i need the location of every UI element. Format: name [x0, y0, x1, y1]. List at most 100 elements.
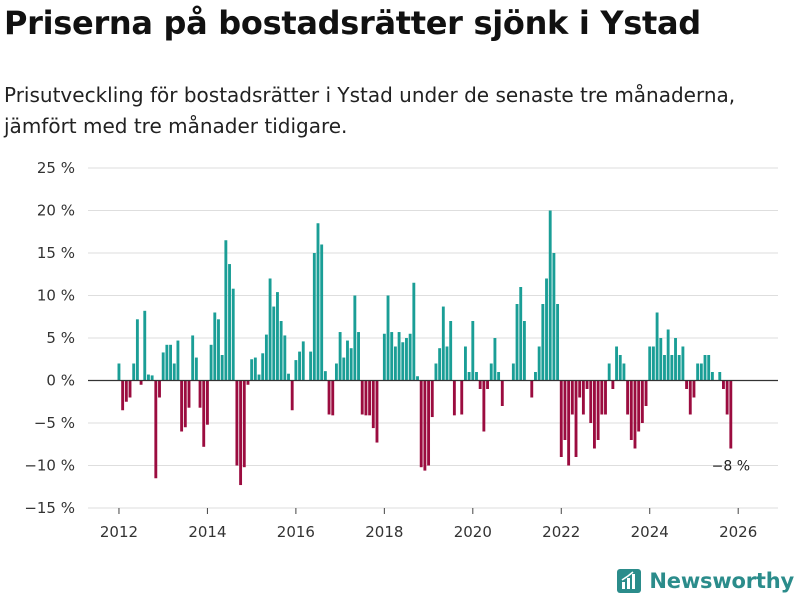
brand-name: Newsworthy: [649, 569, 794, 593]
bar: [519, 287, 523, 381]
y-tick-label: −15 %: [24, 499, 75, 517]
bar: [202, 380, 206, 447]
bar: [585, 380, 589, 389]
y-tick-label: 0 %: [46, 372, 75, 390]
bar: [703, 355, 707, 381]
bar: [161, 352, 165, 381]
bar: [180, 380, 184, 432]
bar: [294, 360, 298, 381]
bar: [497, 372, 501, 381]
bar: [346, 340, 349, 381]
bar: [139, 380, 143, 385]
bar: [611, 380, 615, 389]
bar: [430, 380, 434, 418]
bar: [194, 357, 198, 381]
bar: [464, 346, 467, 381]
bar: [475, 372, 478, 381]
x-tick-label: 2020: [454, 523, 492, 541]
last-value-annotation: −8 %: [712, 459, 750, 475]
chart-title: Priserna på bostadsrätter sjönk i Ystad: [4, 4, 701, 42]
bar: [209, 344, 213, 381]
bar: [445, 346, 449, 381]
bar: [253, 357, 257, 381]
bar: [511, 363, 515, 381]
x-tick-label: 2014: [188, 523, 226, 541]
bar: [604, 380, 607, 415]
bar: [176, 340, 180, 381]
bar: [397, 332, 401, 381]
bar: [589, 380, 593, 423]
bar: [688, 380, 692, 415]
bar: [382, 333, 386, 381]
bar: [364, 380, 368, 416]
bar: [563, 380, 567, 440]
bar: [449, 321, 453, 381]
bar: [135, 319, 139, 381]
bar: [375, 380, 379, 443]
bar: [438, 348, 442, 381]
bar: [165, 344, 169, 381]
bar: [441, 306, 445, 381]
bar: [548, 210, 552, 381]
bar: [316, 223, 320, 381]
bar: [143, 310, 147, 381]
bar: [545, 278, 548, 381]
bar: [298, 351, 301, 381]
bar: [158, 380, 161, 398]
bar: [681, 346, 685, 381]
bar: [386, 295, 390, 381]
bar: [663, 355, 666, 381]
bar: [231, 288, 235, 381]
bar: [486, 380, 489, 389]
bar: [121, 380, 125, 411]
bar: [626, 380, 630, 415]
bar: [644, 380, 648, 406]
bar: [434, 363, 438, 381]
bar: [471, 321, 475, 381]
y-tick-label: −5 %: [34, 414, 75, 432]
bar: [570, 380, 574, 415]
bar: [368, 380, 372, 416]
bar: [405, 338, 408, 381]
bar: [224, 240, 228, 381]
x-tick-label: 2026: [719, 523, 757, 541]
bar: [228, 264, 231, 381]
bar: [198, 380, 202, 408]
bar: [334, 363, 338, 381]
bar: [342, 357, 346, 381]
bar: [722, 380, 725, 389]
bar: [401, 342, 405, 381]
bar: [371, 380, 375, 429]
bar: [132, 363, 136, 381]
bar: [677, 355, 681, 381]
bar: [360, 380, 364, 415]
bar: [552, 253, 556, 381]
bar: [629, 380, 633, 440]
bar: [213, 312, 217, 381]
bar: [522, 321, 526, 381]
bar: [670, 355, 674, 381]
bar: [718, 372, 722, 381]
bar: [242, 380, 246, 468]
bar: [500, 380, 504, 406]
bar: [124, 380, 128, 402]
bar: [349, 348, 353, 381]
bar: [357, 332, 360, 381]
axes: 25 % 20 % 15 % 10 % 5 % 0 % −5 % −10 % −15 % 2012…: [24, 159, 778, 541]
bars: [117, 210, 733, 486]
bar: [618, 355, 622, 381]
bar: [312, 253, 316, 381]
x-tick-label: 2016: [277, 523, 315, 541]
y-tick-label: 25 %: [37, 159, 75, 177]
bar: [150, 375, 154, 381]
bar: [651, 346, 655, 381]
bar: [574, 380, 578, 457]
bar: [567, 380, 571, 466]
bar: [338, 332, 342, 381]
bar: [220, 355, 224, 381]
bar: [309, 351, 313, 381]
y-tick-label: 15 %: [37, 244, 75, 262]
bar: [515, 304, 519, 381]
x-tick-label: 2018: [365, 523, 403, 541]
bar: [172, 363, 176, 381]
